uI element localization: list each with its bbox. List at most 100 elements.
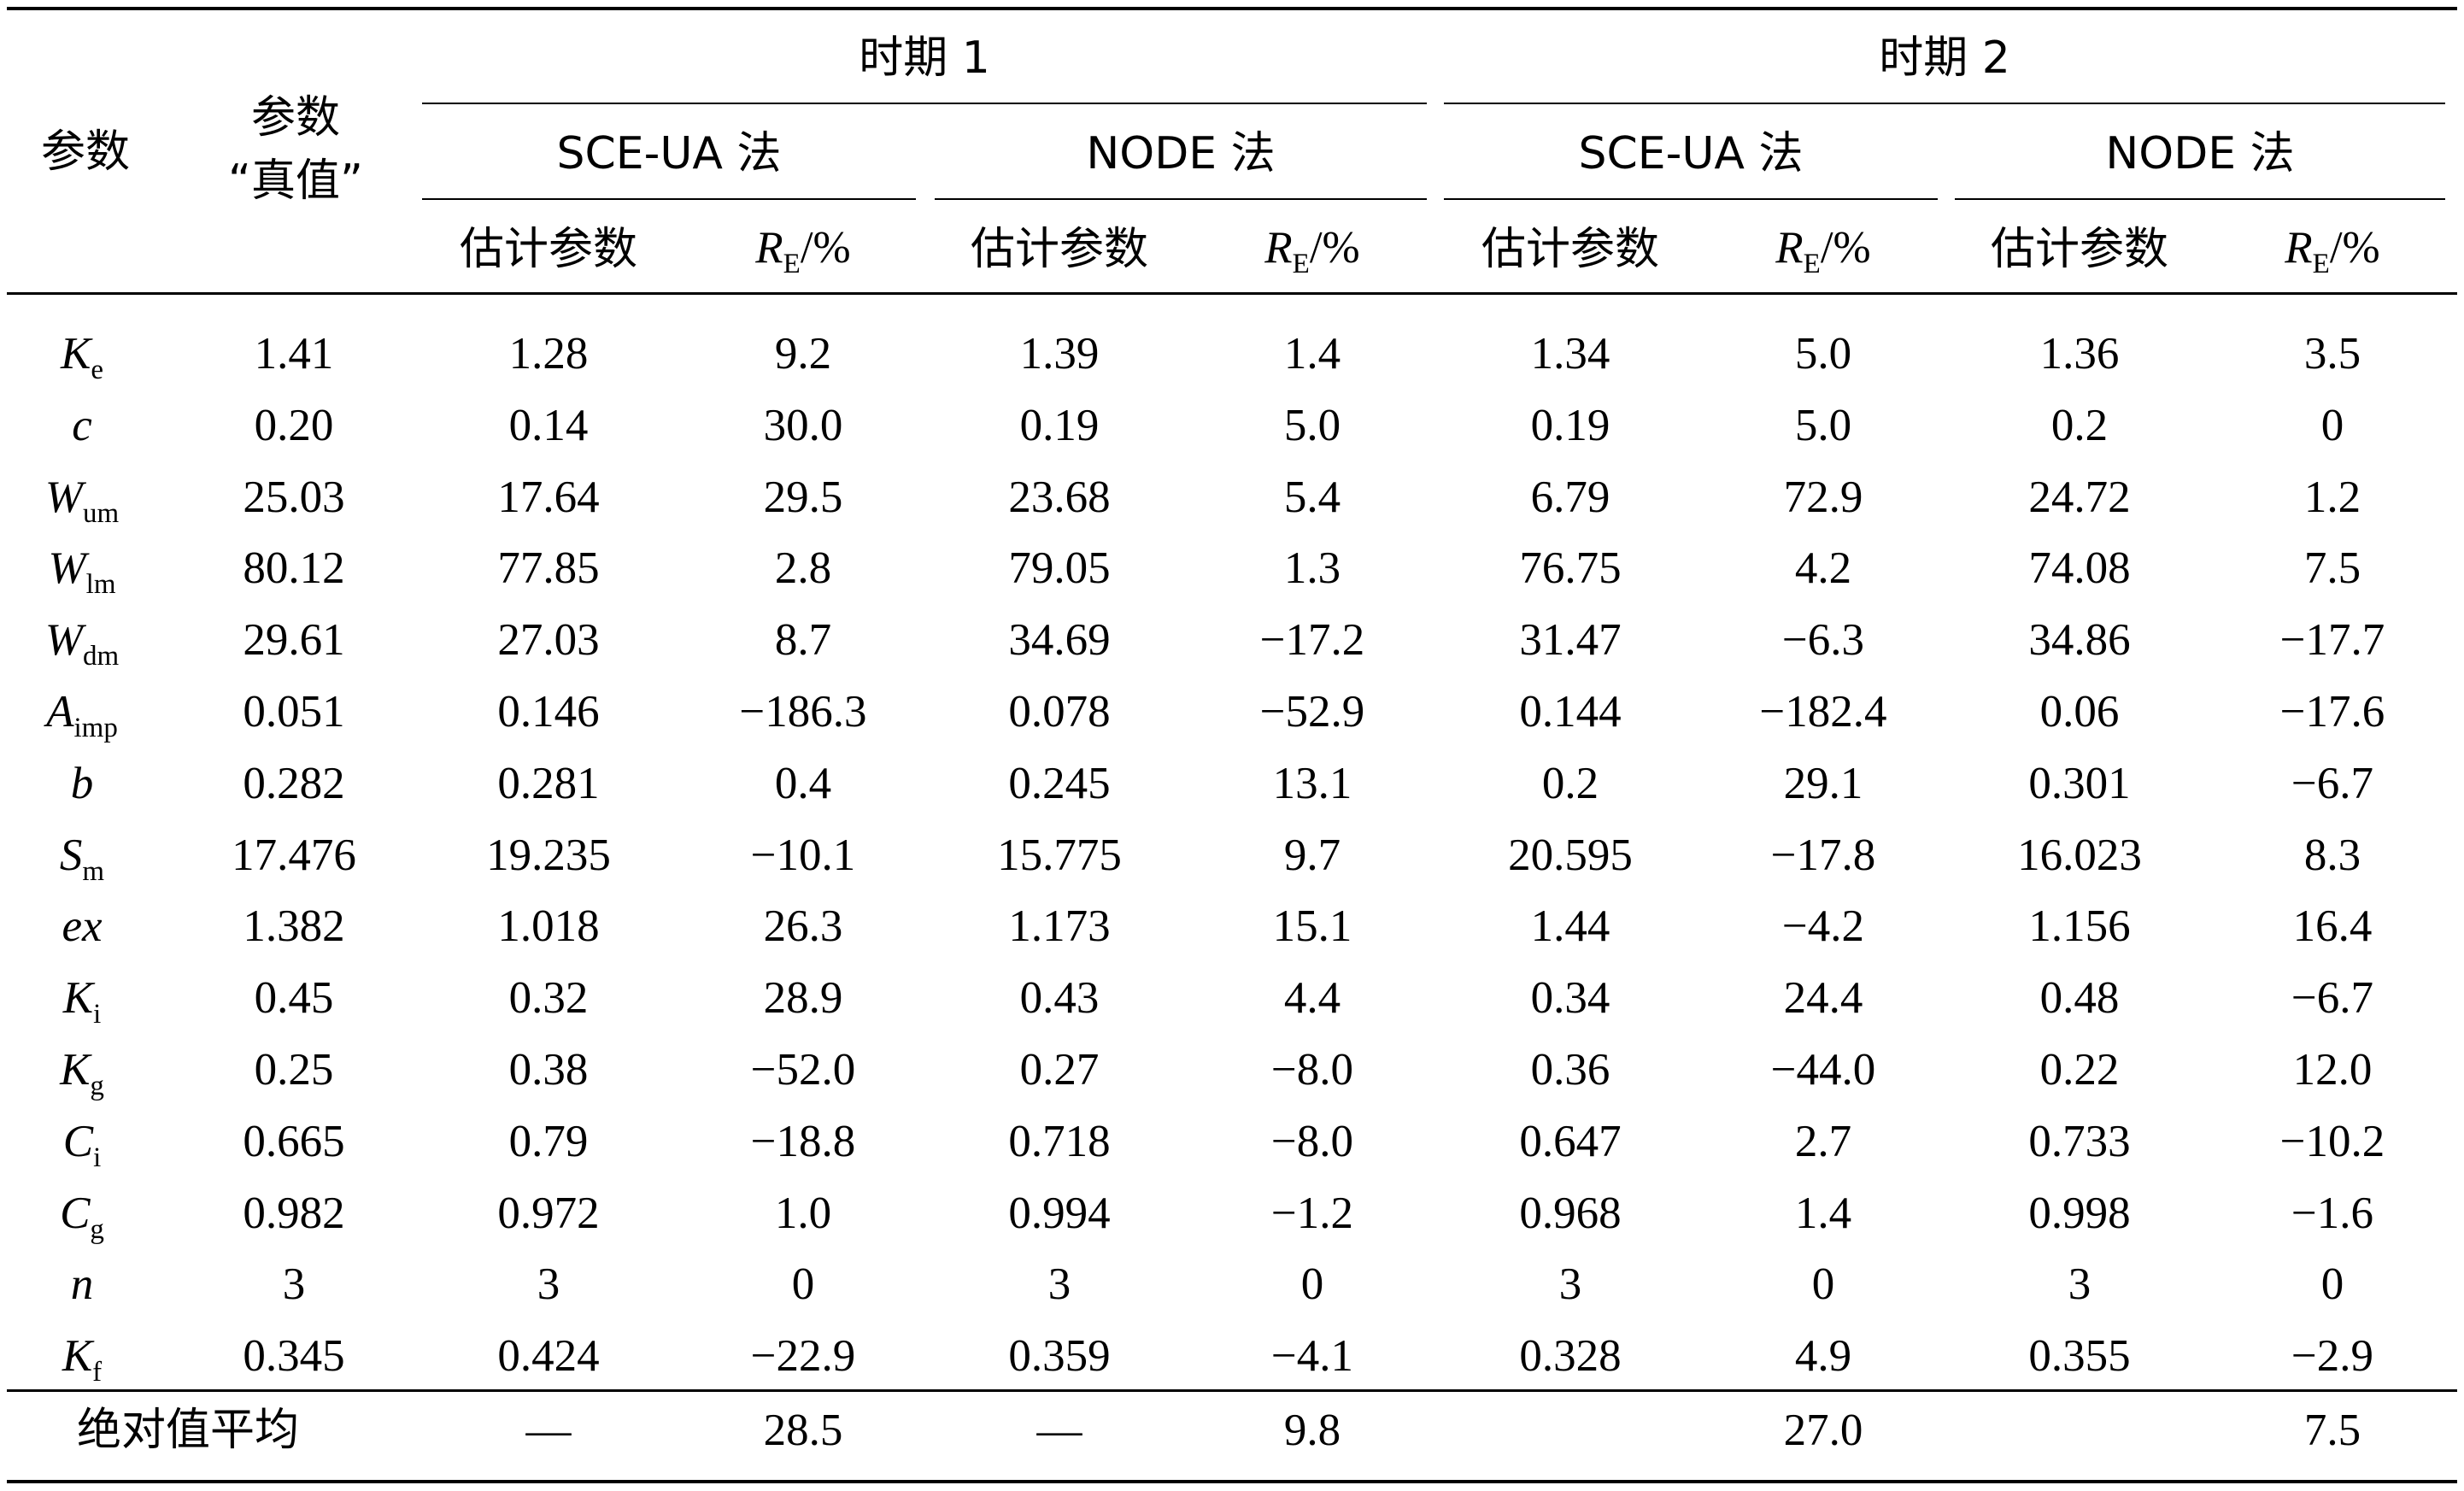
header-relative-error: RE/%	[755, 223, 851, 279]
estimated-value: 0.06	[2039, 687, 2120, 737]
header-p2-node: NODE 法	[2105, 128, 2295, 179]
header-est-param: 估计参数	[459, 224, 637, 275]
footer-mean-abs-error: 9.8	[1283, 1406, 1341, 1455]
param-symbol: Wum	[44, 473, 120, 529]
relative-error-value: 26.3	[763, 901, 843, 951]
true-value: 0.25	[254, 1045, 334, 1095]
estimated-value: 34.69	[1008, 615, 1111, 665]
estimated-value: 1.34	[1530, 329, 1610, 379]
header-relative-error: RE/%	[1775, 223, 1871, 279]
estimated-value: 0.355	[2028, 1331, 2131, 1381]
param-symbol: Ci	[62, 1117, 102, 1173]
estimated-value: 0.998	[2028, 1189, 2131, 1238]
relative-error-value: 4.4	[1283, 973, 1341, 1023]
relative-error-value: −6.7	[2291, 973, 2374, 1023]
footer-mean-abs-error: 7.5	[2303, 1406, 2361, 1455]
relative-error-value: −8.0	[1270, 1045, 1354, 1095]
estimated-value: 1.018	[497, 901, 600, 951]
relative-error-value: 8.3	[2303, 831, 2361, 880]
relative-error-value: −10.2	[2279, 1117, 2385, 1166]
estimated-value: 0.994	[1008, 1189, 1111, 1238]
relative-error-value: 0	[2320, 1259, 2344, 1309]
estimated-value: 0.328	[1519, 1331, 1622, 1381]
relative-error-value: −6.3	[1781, 615, 1865, 665]
estimated-value: 1.39	[1019, 329, 1100, 379]
param-symbol: Wdm	[44, 615, 120, 672]
true-value: 0.665	[243, 1117, 345, 1166]
estimated-value: 0.48	[2039, 973, 2120, 1023]
relative-error-value: −8.0	[1270, 1117, 1354, 1166]
relative-error-value: 2.7	[1794, 1117, 1852, 1166]
estimated-value: 0.424	[497, 1331, 600, 1381]
param-symbol: Sm	[59, 831, 105, 887]
header-est-param: 估计参数	[1990, 224, 2168, 275]
header-period-1: 时期 1	[859, 32, 990, 84]
relative-error-value: 1.3	[1283, 543, 1341, 593]
p2-sceua-underline	[1444, 198, 1938, 200]
estimated-value: 27.03	[497, 615, 600, 665]
estimated-value: 3	[1047, 1259, 1071, 1309]
header-param: 参数	[40, 126, 130, 178]
p2-node-underline	[1955, 198, 2445, 200]
relative-error-value: −17.6	[2279, 687, 2385, 737]
relative-error-value: 12.0	[2292, 1045, 2373, 1095]
relative-error-value: −1.2	[1270, 1189, 1354, 1238]
relative-error-value: 5.0	[1794, 329, 1852, 379]
relative-error-value: −52.9	[1259, 687, 1365, 737]
estimated-value: 17.64	[497, 473, 600, 522]
estimated-value: 0.14	[508, 401, 589, 450]
estimated-value: 24.72	[2028, 473, 2131, 522]
param-symbol: Kg	[60, 1045, 104, 1101]
header-true-value-line1: 参数	[250, 92, 340, 144]
true-value: 1.41	[254, 329, 334, 379]
estimated-value: 3	[2068, 1259, 2091, 1309]
relative-error-value: −52.0	[750, 1045, 856, 1095]
relative-error-value: 24.4	[1783, 973, 1863, 1023]
relative-error-value: −182.4	[1759, 687, 1887, 737]
header-est-param: 估计参数	[1481, 224, 1659, 275]
header-true-value-line2: “真值”	[228, 156, 363, 207]
relative-error-value: −17.8	[1770, 831, 1876, 880]
estimated-value: 0.19	[1530, 401, 1610, 450]
estimated-value: 23.68	[1008, 473, 1111, 522]
estimated-value: 1.156	[2028, 901, 2131, 951]
true-value: 0.45	[254, 973, 334, 1023]
true-value: 25.03	[243, 473, 345, 522]
p1-sceua-underline	[422, 198, 916, 200]
relative-error-value: 29.5	[763, 473, 843, 522]
header-p2-sceua: SCE-UA 法	[1578, 128, 1804, 179]
estimated-value: 34.86	[2028, 615, 2131, 665]
estimated-value: 0.22	[2039, 1045, 2120, 1095]
estimated-value: 1.173	[1008, 901, 1111, 951]
header-p1-node: NODE 法	[1086, 128, 1276, 179]
relative-error-value: 4.2	[1794, 543, 1852, 593]
header-relative-error: RE/%	[1264, 223, 1360, 279]
param-symbol: Cg	[60, 1189, 104, 1245]
estimated-value: 0.647	[1519, 1117, 1622, 1166]
footer-mean-abs-error: 27.0	[1783, 1406, 1863, 1455]
estimated-value: 16.023	[2017, 831, 2142, 880]
relative-error-value: 5.0	[1794, 401, 1852, 450]
relative-error-value: 8.7	[774, 615, 832, 665]
relative-error-value: −17.7	[2279, 615, 2385, 665]
estimated-value: 0.078	[1008, 687, 1111, 737]
estimated-value: 0.301	[2028, 759, 2131, 808]
relative-error-value: 29.1	[1783, 759, 1863, 808]
true-value: 80.12	[243, 543, 345, 593]
relative-error-value: −4.1	[1270, 1331, 1354, 1381]
relative-error-value: 13.1	[1272, 759, 1352, 808]
estimated-value: 77.85	[497, 543, 600, 593]
relative-error-value: −10.1	[750, 831, 856, 880]
relative-error-value: −22.9	[750, 1331, 856, 1381]
relative-error-value: −4.2	[1781, 901, 1865, 951]
period1-underline	[422, 103, 1427, 104]
relative-error-value: 1.4	[1283, 329, 1341, 379]
param-symbol: Ke	[60, 329, 103, 385]
footer-label: 绝对值平均	[76, 1405, 299, 1456]
estimated-value: 0.32	[508, 973, 589, 1023]
relative-error-value: 30.0	[763, 401, 843, 450]
estimated-value: 0.79	[508, 1117, 589, 1166]
param-symbol: Kf	[62, 1331, 103, 1388]
estimated-value: 0.245	[1008, 759, 1111, 808]
